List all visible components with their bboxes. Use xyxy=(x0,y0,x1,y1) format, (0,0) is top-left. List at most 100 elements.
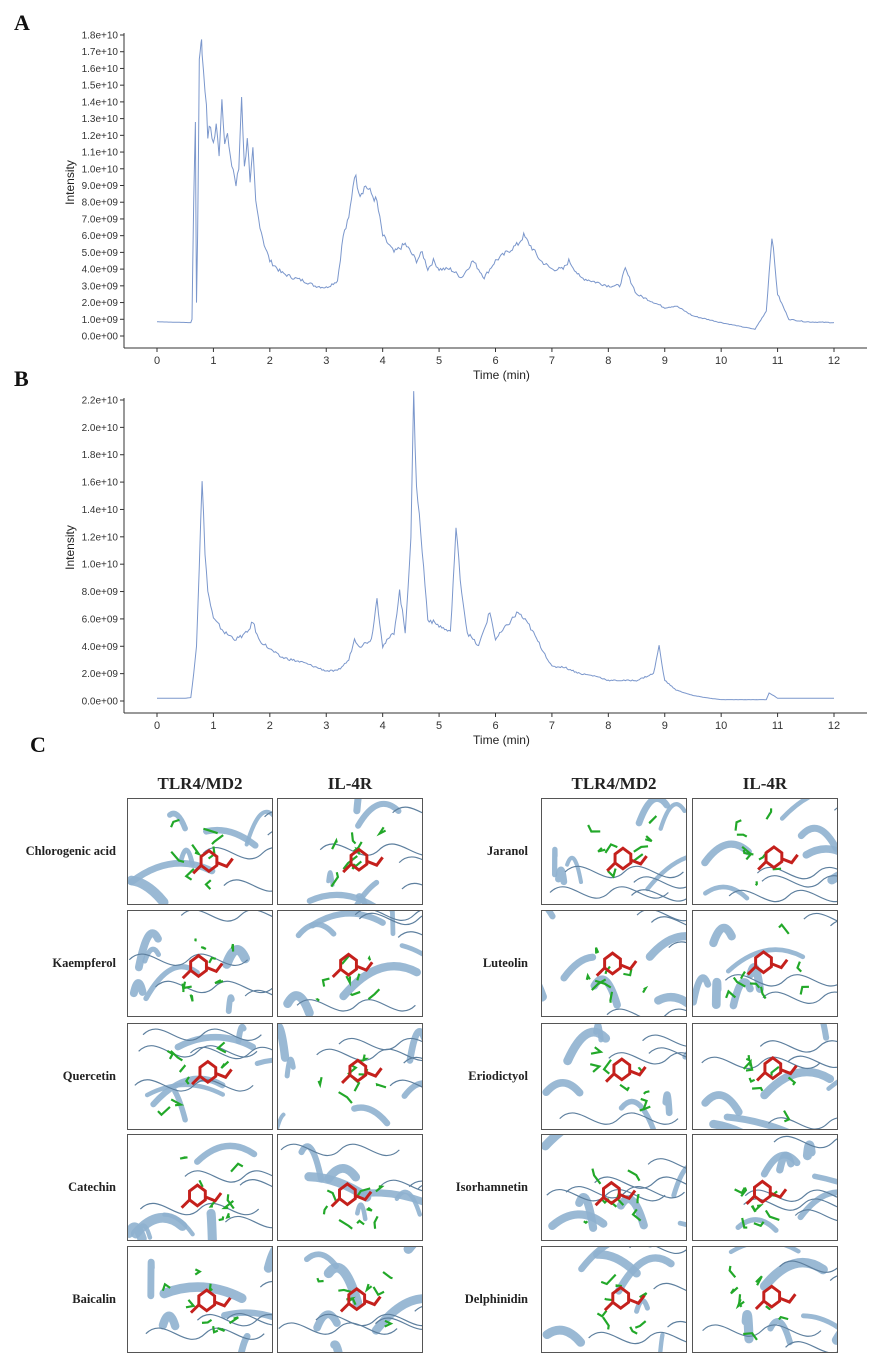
docking-image-baicalin-tlr4-md2 xyxy=(127,1246,273,1353)
data-point xyxy=(568,260,569,261)
y-tick-label: 1.7e+10 xyxy=(82,47,119,58)
compound-label-catechin: Catechin xyxy=(68,1180,116,1194)
docking-image-baicalin-il-4r xyxy=(277,1246,423,1353)
y-tick-label: 7.0e+09 xyxy=(82,214,119,225)
data-point xyxy=(258,639,259,640)
x-tick-label: 11 xyxy=(772,720,783,732)
data-point xyxy=(326,287,327,288)
data-point xyxy=(202,51,203,52)
data-point xyxy=(625,269,626,270)
y-tick-label: 5.0e+09 xyxy=(82,248,119,259)
data-point xyxy=(563,666,564,667)
data-point xyxy=(238,168,239,169)
data-point xyxy=(354,173,355,174)
x-tick-label: 12 xyxy=(828,720,840,732)
docking-image-isorhamnetin-il-4r xyxy=(692,1134,838,1241)
x-tick-label: 10 xyxy=(715,720,727,732)
column-header-tlr4-md2: TLR4/MD2 xyxy=(571,774,657,793)
y-tick-label: 1.8e+10 xyxy=(82,31,119,42)
compound-label-kaempferol: Kaempferol xyxy=(52,956,116,970)
docking-image-luteolin-il-4r xyxy=(692,910,838,1017)
y-tick-label: 1.1e+10 xyxy=(82,148,119,159)
data-point xyxy=(664,307,665,308)
data-point xyxy=(195,121,196,122)
y-tick-label: 1.5e+10 xyxy=(82,81,119,92)
data-point xyxy=(156,321,157,322)
y-tick-label: 1.0e+10 xyxy=(82,164,119,175)
y-tick-label: 2.2e+10 xyxy=(82,396,119,407)
data-point xyxy=(281,272,282,273)
data-point xyxy=(204,85,205,86)
x-axis-title: Time (min) xyxy=(473,368,530,382)
x-tick-label: 9 xyxy=(662,355,668,367)
data-point xyxy=(376,202,377,203)
y-tick-label: 1.0e+10 xyxy=(82,560,119,571)
x-tick-label: 3 xyxy=(323,720,329,732)
data-point xyxy=(348,218,349,219)
y-tick-label: 1.3e+10 xyxy=(82,114,119,125)
data-point xyxy=(196,302,197,303)
docking-image-eriodictyol-il-4r xyxy=(692,1023,838,1130)
x-tick-label: 0 xyxy=(154,355,160,367)
data-point xyxy=(484,277,485,278)
data-point xyxy=(371,193,372,194)
x-tick-label: 6 xyxy=(492,355,498,367)
data-point xyxy=(264,243,265,244)
data-point xyxy=(393,632,394,633)
data-point xyxy=(478,646,479,647)
data-point xyxy=(721,699,722,700)
data-point xyxy=(450,632,451,633)
data-point xyxy=(636,294,637,295)
docking-image-eriodictyol-tlr4-md2 xyxy=(541,1023,687,1130)
data-point xyxy=(596,282,597,283)
data-point xyxy=(551,269,552,270)
compound-label-luteolin: Luteolin xyxy=(482,956,528,970)
x-tick-label: 12 xyxy=(828,355,840,367)
docking-image-jaranol-tlr4-md2 xyxy=(541,798,687,905)
data-point xyxy=(399,591,400,592)
x-tick-label: 4 xyxy=(380,720,386,732)
data-point xyxy=(221,98,222,99)
data-point xyxy=(495,639,496,640)
x-tick-label: 10 xyxy=(715,355,727,367)
data-point xyxy=(224,138,225,139)
compound-label-baicalin: Baicalin xyxy=(72,1292,116,1306)
data-point xyxy=(467,632,468,633)
data-point xyxy=(455,529,456,530)
y-tick-label: 2.0e+09 xyxy=(82,298,119,309)
data-point xyxy=(244,168,245,169)
data-point xyxy=(416,260,417,261)
data-point xyxy=(551,666,552,667)
data-point xyxy=(197,235,198,236)
column-header-il-4r: IL-4R xyxy=(327,774,373,793)
data-point xyxy=(193,673,194,674)
data-point xyxy=(777,698,778,699)
y-tick-label: 2.0e+09 xyxy=(82,669,119,680)
panel-label-b: B xyxy=(14,366,29,391)
x-tick-label: 0 xyxy=(154,720,160,732)
data-point xyxy=(596,676,597,677)
data-point xyxy=(563,269,564,270)
compound-label-eriodictyol: Eriodictyol xyxy=(468,1069,528,1083)
data-point xyxy=(204,550,205,551)
compound-label-isorhamnetin: Isorhamnetin xyxy=(455,1180,528,1194)
data-point xyxy=(193,202,194,203)
data-point xyxy=(489,611,490,612)
data-point xyxy=(249,185,250,186)
data-point xyxy=(354,639,355,640)
data-point xyxy=(235,639,236,640)
data-point xyxy=(506,625,507,626)
data-point xyxy=(348,659,349,660)
data-point xyxy=(506,252,507,253)
data-point xyxy=(269,648,270,649)
data-point xyxy=(376,598,377,599)
y-tick-label: 3.0e+09 xyxy=(82,281,119,292)
data-point xyxy=(200,36,201,37)
data-point xyxy=(540,260,541,261)
y-tick-label: 1.0e+09 xyxy=(82,315,119,326)
data-point xyxy=(529,243,530,244)
data-point xyxy=(235,185,236,186)
data-point xyxy=(769,692,770,693)
data-point xyxy=(461,591,462,592)
data-point xyxy=(619,285,620,286)
